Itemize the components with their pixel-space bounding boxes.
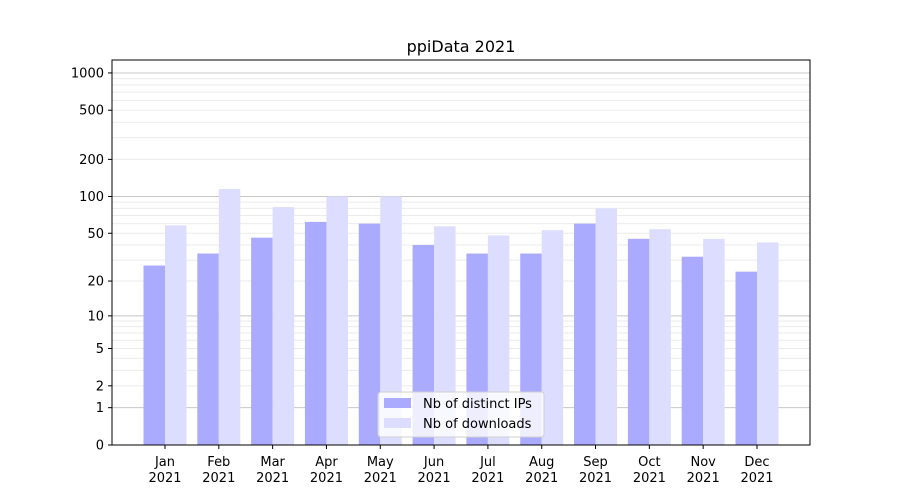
bar-downloads [649, 229, 671, 445]
y-tick-label: 100 [79, 190, 104, 205]
bar-downloads [541, 230, 564, 445]
bar-distinct-ips [627, 238, 650, 445]
plot-frame [111, 59, 811, 446]
y-tick-label: 10 [87, 309, 104, 324]
y-tick-label: 200 [79, 153, 104, 168]
x-tick-label: Dec 2021 [740, 455, 773, 486]
y-tick-label: 1 [96, 401, 104, 416]
x-tick-label: Jan 2021 [148, 455, 181, 486]
bar-downloads [326, 196, 348, 445]
bar-distinct-ips [681, 256, 704, 445]
legend: Nb of distinct IPs Nb of downloads [377, 391, 545, 438]
y-tick-label: 2 [96, 379, 104, 394]
y-tick-label: 5 [96, 342, 104, 357]
bar-downloads [165, 225, 187, 445]
bar-downloads [757, 242, 779, 445]
bar-distinct-ips [358, 223, 381, 445]
x-tick-label: Oct 2021 [633, 455, 666, 486]
bar-downloads [272, 207, 295, 445]
legend-box [377, 391, 545, 438]
x-tick-label: Apr 2021 [310, 455, 343, 486]
bar-downloads [434, 226, 456, 445]
bar-distinct-ips [143, 265, 165, 445]
x-tick-label: Sep 2021 [579, 455, 612, 486]
bar-distinct-ips [197, 253, 219, 445]
bar-downloads [595, 208, 618, 445]
bar-downloads [703, 238, 725, 445]
bar-distinct-ips [251, 237, 273, 445]
x-tick-label: Mar 2021 [256, 455, 289, 486]
y-tick-label: 0 [96, 439, 104, 454]
legend-swatch [384, 398, 411, 408]
x-tick-label: Nov 2021 [687, 455, 720, 486]
bar-downloads [380, 196, 402, 445]
bar-distinct-ips [735, 271, 757, 445]
x-tick-label: May 2021 [364, 455, 397, 486]
x-tick-label: Jul 2021 [471, 455, 504, 486]
legend-swatch [384, 418, 411, 428]
x-tick-label: Jun 2021 [418, 455, 451, 486]
bar-distinct-ips [574, 223, 596, 445]
y-tick-label: 500 [79, 104, 104, 119]
chart-title: ppiData 2021 [407, 37, 516, 56]
y-tick-label: 50 [87, 227, 104, 242]
y-tick-label: 1000 [71, 66, 104, 81]
y-tick-label: 20 [87, 275, 104, 290]
legend-label: Nb of distinct IPs [423, 397, 532, 412]
x-tick-label: Feb 2021 [202, 455, 235, 486]
bar-downloads [218, 189, 241, 445]
x-tick-label: Aug 2021 [525, 455, 558, 486]
legend-label: Nb of downloads [423, 417, 532, 432]
bar-distinct-ips [304, 221, 327, 445]
